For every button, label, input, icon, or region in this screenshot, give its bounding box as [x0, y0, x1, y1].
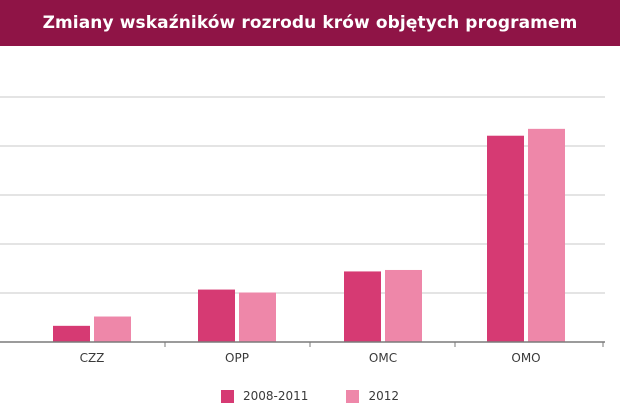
x-tick-label-opp: OPP	[225, 351, 249, 365]
bars	[53, 128, 565, 342]
legend-label-series-1: 2008-2011	[243, 389, 309, 403]
x-tick-label-czz: CZZ	[80, 351, 105, 365]
bar-czz-series-1	[53, 325, 90, 342]
bar-chart: CZZ OPP OMC OMO	[0, 96, 605, 365]
legend-item-series-2: 2012	[346, 389, 399, 403]
x-tick-label-omc: OMC	[369, 351, 397, 365]
x-tick-label-omo: OMO	[511, 351, 540, 365]
bar-omo-series-2	[528, 128, 565, 342]
title-bar: Zmiany wskaźników rozrodu krów objętych …	[0, 0, 620, 46]
bar-opp-series-1	[198, 289, 235, 342]
legend: 2008-2011 2012	[0, 386, 620, 406]
bar-omo-series-1	[487, 135, 524, 342]
bar-omc-series-2	[385, 269, 422, 342]
legend-item-series-1: 2008-2011	[221, 389, 308, 403]
x-axis: CZZ OPP OMC OMO	[0, 341, 605, 365]
bar-opp-series-2	[239, 292, 276, 342]
bar-czz-series-2	[94, 316, 131, 342]
bar-omc-series-1	[344, 271, 381, 342]
legend-swatch-series-2	[346, 389, 360, 403]
legend-label-series-2: 2012	[368, 389, 399, 403]
chart-title: Zmiany wskaźników rozrodu krów objętych …	[42, 13, 578, 33]
legend-swatch-series-1	[221, 389, 235, 403]
